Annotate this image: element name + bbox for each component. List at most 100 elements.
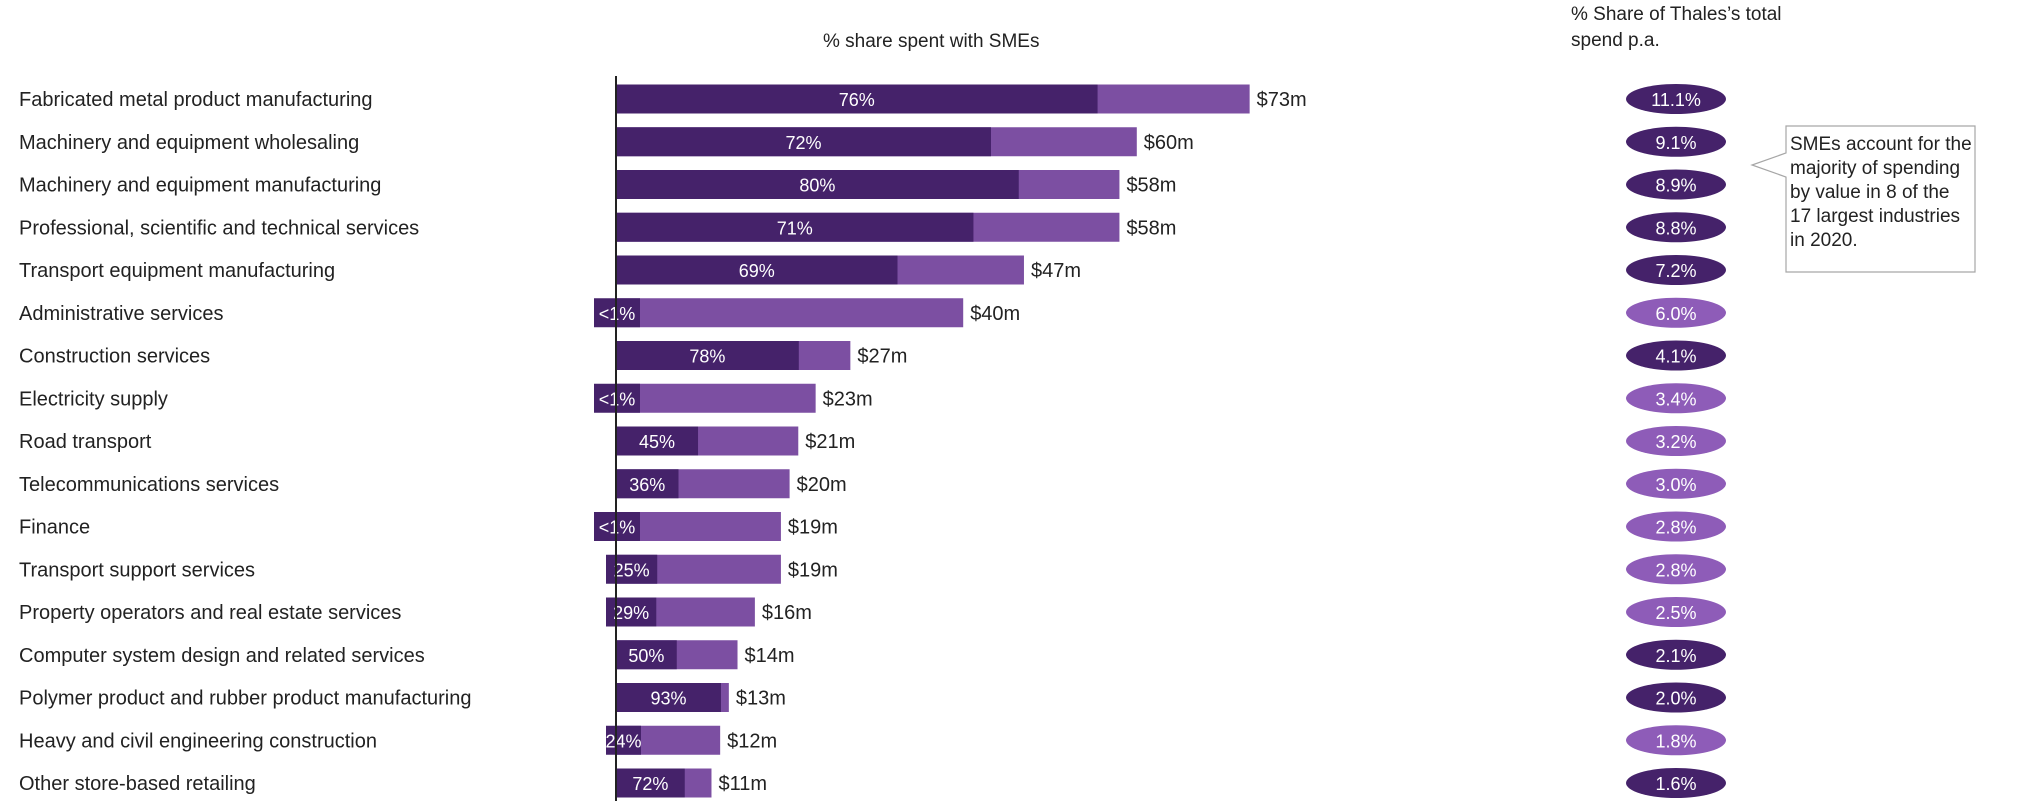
sme-share-label: 25% — [614, 560, 650, 580]
spend-share-pill — [1626, 212, 1726, 243]
total-value-label: $13m — [736, 688, 786, 710]
category-label: Administrative services — [19, 303, 224, 325]
total-value-label: $27m — [857, 346, 907, 368]
sme-bar — [616, 640, 677, 670]
category-label: Transport equipment manufacturing — [19, 260, 335, 282]
category-label: Construction services — [19, 346, 210, 368]
category-label: Road transport — [19, 431, 152, 453]
spend-share-pill — [1626, 126, 1726, 157]
category-label: Professional, scientific and technical s… — [19, 217, 419, 239]
total-value-label: $58m — [1126, 217, 1176, 239]
sme-share-label: 69% — [739, 261, 775, 281]
spend-share-label: 2.8% — [1655, 518, 1696, 538]
category-label: Machinery and equipment manufacturing — [19, 175, 381, 197]
total-value-label: $11m — [718, 773, 767, 795]
sme-bar — [606, 554, 658, 584]
spend-share-pill — [1626, 169, 1726, 200]
sme-bar — [606, 725, 641, 755]
spend-share-pill — [1626, 297, 1726, 328]
category-label: Polymer product and rubber product manuf… — [19, 688, 471, 710]
spend-share-label: 9.1% — [1655, 133, 1696, 153]
category-label: Machinery and equipment wholesaling — [19, 132, 359, 154]
total-value-label: $47m — [1031, 260, 1081, 282]
spend-share-pill — [1626, 725, 1726, 756]
spend-share-label: 3.0% — [1655, 475, 1696, 495]
sme-share-label: 45% — [639, 432, 675, 452]
sme-share-label: 80% — [799, 176, 835, 196]
category-label: Electricity supply — [19, 388, 168, 410]
spend-share-label: 3.4% — [1655, 389, 1696, 409]
spend-share-pill — [1626, 768, 1726, 798]
sme-share-label: 24% — [605, 731, 641, 751]
spend-share-label: 11.1% — [1651, 90, 1701, 110]
category-label: Other store-based retailing — [19, 773, 256, 795]
category-label: Fabricated metal product manufacturing — [19, 89, 373, 111]
sme-bar — [616, 426, 699, 456]
callout-box: SMEs account for the majority of spendin… — [1748, 125, 1976, 273]
total-value-label: $20m — [797, 474, 847, 496]
spend-share-label: 3.2% — [1655, 432, 1696, 452]
spend-share-label: 8.8% — [1655, 218, 1696, 238]
total-value-label: $14m — [745, 645, 795, 667]
spend-share-label: 2.5% — [1655, 603, 1696, 623]
spend-share-label: 7.2% — [1655, 261, 1696, 281]
sme-share-header: % share spent with SMEs — [823, 31, 1040, 52]
category-label: Telecommunications services — [19, 474, 279, 496]
callout-shape — [1750, 125, 1976, 273]
spend-share-header: % Share of Thales’s total spend p.a. — [1571, 4, 1782, 51]
sme-bar — [616, 469, 679, 499]
spend-share-pill — [1626, 682, 1726, 713]
sme-bar — [616, 255, 898, 285]
sme-bar — [606, 597, 657, 627]
spend-share-label: 8.9% — [1655, 176, 1696, 196]
total-value-label: $19m — [788, 517, 838, 539]
spend-share-pill — [1626, 511, 1726, 542]
sme-share-label: 72% — [632, 774, 668, 794]
spend-share-label: 1.8% — [1655, 731, 1696, 751]
total-value-label: $23m — [823, 388, 873, 410]
total-value-label: $73m — [1257, 89, 1307, 111]
spend-share-label: 4.1% — [1655, 347, 1696, 367]
spend-share-label: 2.0% — [1655, 689, 1696, 709]
spend-share-label: 1.6% — [1655, 774, 1696, 794]
total-value-label: $12m — [727, 730, 777, 752]
sme-bar — [616, 341, 799, 370]
sme-bar — [616, 170, 1019, 199]
callout-text: SMEs account for the majority of spendin… — [1790, 134, 1972, 251]
total-value-label: $19m — [788, 559, 838, 581]
sme-bar — [616, 683, 721, 712]
total-bar — [616, 383, 816, 413]
category-label: Finance — [19, 517, 90, 539]
total-value-label: $40m — [970, 303, 1020, 325]
category-label: Transport support services — [19, 559, 255, 581]
spend-share-pill — [1626, 340, 1726, 371]
sme-bar — [616, 84, 1098, 114]
category-label: Heavy and civil engineering construction — [19, 730, 377, 752]
spend-share-pill — [1626, 84, 1726, 114]
spend-share-pill — [1626, 383, 1726, 414]
spend-share-pill — [1626, 554, 1726, 585]
spend-share-label: 2.8% — [1655, 560, 1696, 580]
spend-share-pill — [1626, 597, 1726, 627]
spend-share-label: 6.0% — [1655, 304, 1696, 324]
total-value-label: $16m — [762, 602, 812, 624]
sme-share-label: 72% — [785, 133, 821, 153]
sme-bar — [616, 212, 974, 242]
spend-share-label: 2.1% — [1655, 646, 1696, 666]
sme-share-label: 76% — [839, 90, 875, 110]
sme-share-label: 71% — [777, 218, 813, 238]
sme-share-label: 50% — [628, 646, 664, 666]
spend-share-pill — [1626, 255, 1726, 285]
total-bar — [616, 298, 964, 328]
spend-share-pill — [1626, 639, 1726, 670]
total-value-label: $58m — [1126, 175, 1176, 197]
category-label: Property operators and real estate servi… — [19, 602, 401, 624]
category-label: Computer system design and related servi… — [19, 645, 425, 667]
total-bar — [616, 512, 781, 541]
total-value-label: $60m — [1144, 132, 1194, 154]
total-value-label: $21m — [805, 431, 855, 453]
sme-share-label: 93% — [650, 689, 686, 709]
spend-share-pill — [1626, 468, 1726, 499]
spend-share-pill — [1626, 426, 1726, 456]
